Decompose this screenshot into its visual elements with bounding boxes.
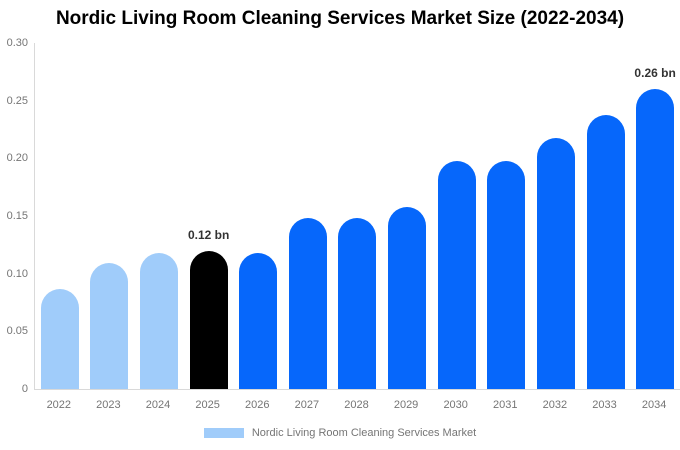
bar-slot-2027	[283, 43, 333, 389]
bar-slot-2024	[134, 43, 184, 389]
x-axis-label-2027: 2027	[294, 399, 320, 411]
y-axis: 0.30 0.25 0.20 0.15 0.10 0.05 0	[0, 37, 30, 395]
bar-slot-2031	[481, 43, 531, 389]
x-axis-label-2030: 2030	[443, 399, 468, 411]
x-axis-label-2023: 2023	[96, 399, 121, 411]
plot-area: 0.12 bn 0.26 bn	[34, 43, 680, 390]
x-axis-label-2026: 2026	[245, 399, 270, 411]
bar-2029[interactable]	[388, 206, 427, 389]
bar-slot-2025: 0.12 bn	[184, 43, 234, 389]
bar-slot-2029	[382, 43, 432, 389]
legend-item[interactable]: Nordic Living Room Cleaning Services Mar…	[0, 427, 680, 439]
bar-2033[interactable]	[586, 114, 625, 389]
x-axis-label-2028: 2028	[344, 399, 369, 411]
bar-2026[interactable]	[239, 252, 278, 389]
y-axis-tick-label: 0.15	[6, 210, 28, 222]
bar-2030[interactable]	[437, 160, 476, 389]
bar-slot-2033	[581, 43, 631, 389]
y-axis-tick-label: 0.25	[6, 94, 28, 107]
bar-slot-2022	[35, 43, 85, 389]
bar-value-label-2025: 0.12 bn	[187, 227, 230, 242]
x-axis: 2022 2023 2024 2025 2026 2027 2028 2029 2030 2031…	[34, 399, 679, 411]
bar-2032[interactable]	[536, 137, 575, 389]
x-axis-label-2024: 2024	[145, 399, 171, 411]
bar-slot-2028	[333, 43, 383, 389]
y-axis-tick-label: 0.05	[6, 325, 28, 338]
y-axis-tick-label: 0.30	[6, 37, 28, 49]
y-axis-tick-label: 0	[21, 383, 28, 395]
y-axis-tick-label: 0.20	[6, 152, 28, 165]
bar-2034[interactable]	[636, 89, 675, 389]
x-axis-label-2022: 2022	[46, 399, 72, 411]
bar-2028[interactable]	[338, 218, 377, 389]
bar-slot-2026	[233, 43, 283, 389]
legend-swatch	[203, 428, 244, 438]
bar-2031[interactable]	[487, 160, 526, 389]
x-axis-label-2025: 2025	[195, 399, 220, 411]
x-axis-label-2032: 2032	[542, 399, 568, 411]
bar-2025[interactable]	[189, 250, 228, 389]
chart-title: Nordic Living Room Cleaning Services Mar…	[55, 8, 625, 29]
bar-2022[interactable]	[40, 288, 79, 389]
bar-2023[interactable]	[90, 263, 129, 389]
bar-value-label-2034: 0.26 bn	[634, 66, 676, 81]
bar-slot-2034: 0.26 bn	[630, 43, 680, 389]
x-axis-label-2031: 2031	[493, 399, 518, 411]
x-axis-label-2029: 2029	[393, 399, 419, 411]
bar-2027[interactable]	[288, 218, 327, 389]
legend-label: Nordic Living Room Cleaning Services Mar…	[251, 427, 477, 439]
x-axis-label-2033: 2033	[592, 399, 617, 411]
x-axis-label-2034: 2034	[641, 399, 667, 411]
bar-slot-2023	[85, 43, 135, 389]
bar-slot-2030	[432, 43, 482, 389]
bar-2024[interactable]	[140, 252, 179, 389]
y-axis-tick-label: 0.10	[6, 267, 28, 280]
bar-slot-2032	[531, 43, 581, 389]
